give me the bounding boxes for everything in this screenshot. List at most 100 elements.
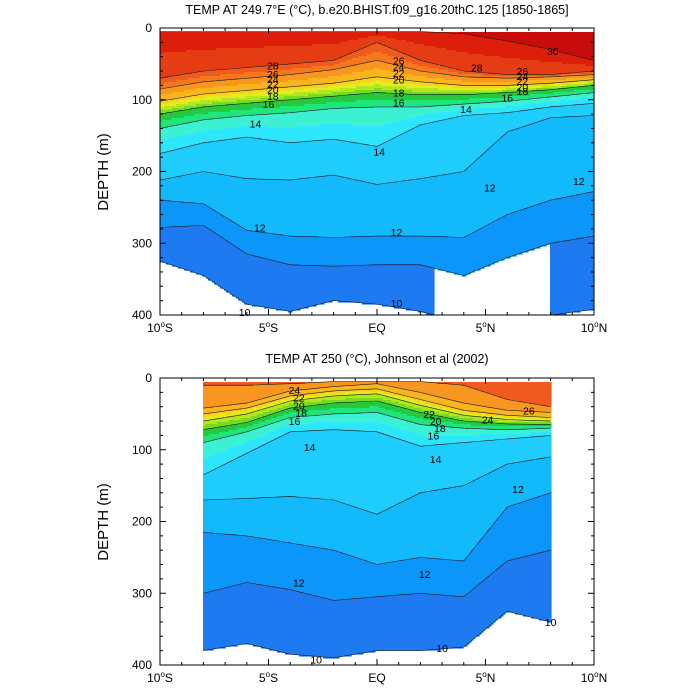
field-cell bbox=[456, 52, 459, 71]
field-cell bbox=[190, 106, 193, 109]
field-cell bbox=[332, 44, 335, 61]
field-cell bbox=[374, 100, 377, 107]
field-cell bbox=[342, 140, 345, 179]
field-cell bbox=[408, 56, 411, 63]
field-cell bbox=[310, 178, 313, 237]
field-cell bbox=[178, 104, 181, 109]
field-cell bbox=[576, 76, 579, 79]
field-cell bbox=[306, 86, 309, 89]
field-cell bbox=[456, 110, 459, 117]
field-cell bbox=[416, 84, 419, 89]
field-cell bbox=[276, 64, 279, 71]
field-cell bbox=[320, 94, 323, 99]
field-cell bbox=[223, 386, 226, 407]
field-cell bbox=[205, 414, 208, 419]
field-cell bbox=[380, 32, 383, 37]
field-cell bbox=[252, 32, 255, 49]
field-cell bbox=[396, 106, 399, 123]
field-cell bbox=[245, 536, 248, 583]
field-cell bbox=[336, 92, 339, 97]
field-cell bbox=[412, 128, 415, 181]
field-cell bbox=[220, 32, 223, 49]
field-cell bbox=[584, 104, 587, 117]
field-cell bbox=[265, 382, 268, 385]
field-cell bbox=[302, 74, 305, 81]
field-cell bbox=[322, 78, 325, 85]
field-cell bbox=[348, 80, 351, 85]
field-cell bbox=[586, 78, 589, 81]
field-cell bbox=[216, 142, 219, 175]
field-cell bbox=[462, 74, 465, 77]
field-cell bbox=[296, 112, 299, 129]
field-cell bbox=[586, 80, 589, 83]
field-cell bbox=[314, 140, 317, 179]
field-cell bbox=[270, 82, 273, 89]
field-cell bbox=[217, 438, 220, 455]
field-cell bbox=[332, 108, 335, 125]
field-cell bbox=[464, 110, 467, 117]
field-cell bbox=[556, 198, 559, 243]
field-cell bbox=[530, 60, 533, 75]
field-cell bbox=[218, 236, 221, 287]
field-cell bbox=[508, 102, 511, 107]
field-cell bbox=[418, 66, 421, 71]
field-cell bbox=[366, 236, 369, 267]
field-cell bbox=[221, 438, 224, 453]
field-cell bbox=[458, 116, 461, 173]
field-cell bbox=[414, 32, 417, 45]
field-cell bbox=[424, 32, 427, 47]
field-cell bbox=[486, 90, 489, 93]
field-cell bbox=[320, 98, 323, 105]
field-cell bbox=[240, 68, 243, 75]
field-cell bbox=[222, 130, 225, 141]
field-cell bbox=[480, 36, 483, 55]
field-cell bbox=[470, 92, 473, 95]
field-cell bbox=[188, 74, 191, 79]
field-cell bbox=[550, 106, 553, 119]
field-cell bbox=[237, 498, 240, 537]
field-cell bbox=[508, 112, 511, 133]
field-cell bbox=[372, 92, 375, 101]
field-cell bbox=[368, 266, 371, 305]
field-cell bbox=[398, 122, 401, 137]
field-cell bbox=[378, 88, 381, 93]
field-cell bbox=[388, 264, 391, 307]
field-cell bbox=[208, 120, 211, 131]
field-cell bbox=[472, 32, 475, 37]
field-cell bbox=[428, 94, 431, 101]
field-cell bbox=[432, 92, 435, 95]
field-cell bbox=[396, 58, 399, 67]
field-cell bbox=[335, 390, 338, 395]
field-cell bbox=[206, 32, 209, 51]
field-cell bbox=[562, 80, 565, 83]
field-cell bbox=[362, 266, 365, 305]
field-cell bbox=[295, 592, 298, 655]
field-cell bbox=[326, 70, 329, 79]
field-cell bbox=[354, 72, 357, 81]
field-cell bbox=[231, 534, 234, 587]
field-cell bbox=[200, 100, 203, 105]
field-cell bbox=[252, 90, 255, 95]
field-cell bbox=[232, 68, 235, 75]
field-cell bbox=[402, 54, 405, 61]
field-cell bbox=[388, 86, 391, 91]
field-cell bbox=[160, 108, 163, 111]
field-cell bbox=[526, 92, 529, 97]
field-cell bbox=[588, 192, 591, 237]
field-cell bbox=[267, 404, 270, 409]
field-cell bbox=[212, 82, 215, 89]
field-cell bbox=[333, 396, 336, 401]
field-cell bbox=[348, 40, 351, 55]
field-cell bbox=[328, 44, 331, 61]
field-cell bbox=[317, 430, 320, 499]
field-cell bbox=[303, 412, 306, 417]
field-cell bbox=[592, 32, 594, 61]
field-cell bbox=[578, 100, 581, 105]
field-cell bbox=[570, 64, 573, 73]
field-cell bbox=[560, 100, 563, 107]
field-cell bbox=[586, 116, 589, 193]
field-cell bbox=[376, 42, 379, 53]
field-cell bbox=[568, 84, 571, 87]
field-cell bbox=[420, 94, 423, 101]
field-cell bbox=[372, 62, 375, 71]
